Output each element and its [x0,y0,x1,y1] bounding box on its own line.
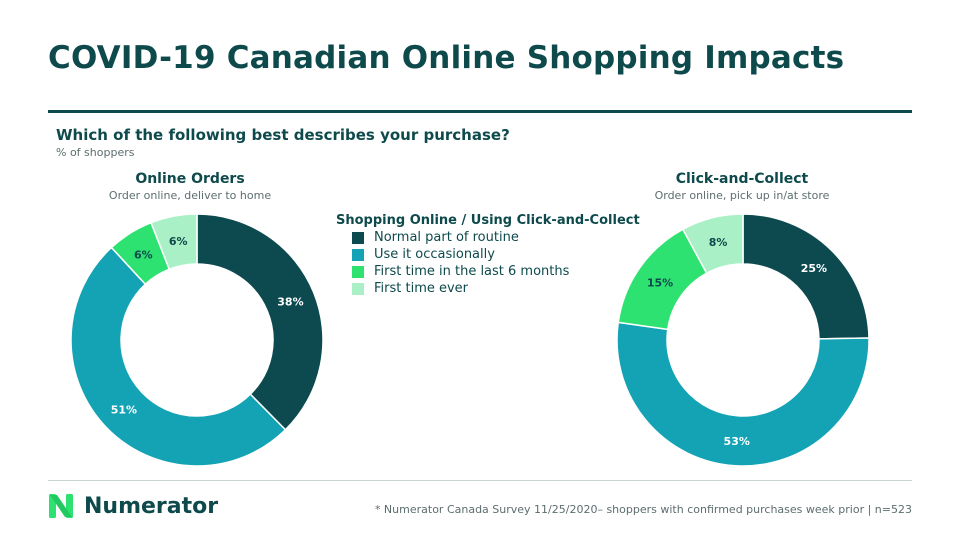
click-collect-slice-routine [742,213,870,340]
numerator-logo-icon [49,494,73,518]
click-collect-slice-first-ever [681,213,744,275]
online-orders-label-occasionally: 51% [111,404,137,417]
online-orders-slice-routine [196,213,324,431]
title-divider [48,110,912,113]
legend-label: Normal part of routine [374,230,519,245]
legend-label: First time ever [374,281,469,296]
legend-item-occasionally: Use it occasionally [336,246,640,263]
online-orders-slice-first-ever [150,213,198,271]
online-orders-header: Online Orders Order online, deliver to h… [60,171,320,202]
survey-unit-note: % of shoppers [56,146,135,159]
survey-question: Which of the following best describes yo… [56,126,510,144]
online-orders-label-first-6-months: 6% [134,248,153,261]
footer-divider [48,480,912,481]
legend-item-routine: Normal part of routine [336,229,640,246]
page-title: COVID-19 Canadian Online Shopping Impact… [48,40,845,76]
click-collect-label-routine: 25% [801,262,827,275]
click-collect-label-first-ever: 8% [709,236,728,249]
legend-swatch [352,282,364,295]
legend-label: Use it occasionally [374,247,495,262]
click-collect-donut: 25% 53% 15% 8% [616,213,870,467]
legend-swatch [352,231,364,244]
click-collect-subtitle: Order online, pick up in/at store [654,189,830,202]
numerator-logo: Numerator [48,493,218,519]
click-collect-label-occasionally: 53% [724,435,750,448]
legend-item-first-ever: First time ever [336,280,640,297]
legend-swatch [352,265,364,278]
click-collect-title: Click-and-Collect [675,171,809,187]
legend-label: First time in the last 6 months [374,264,570,279]
online-orders-label-routine: 38% [277,296,303,309]
brand-name: Numerator [84,493,219,519]
click-collect-label-first-6-months: 15% [647,276,673,289]
legend-title: Shopping Online / Using Click-and-Collec… [336,213,640,228]
online-orders-label-first-ever: 6% [169,235,188,248]
click-collect-slice-occasionally [616,321,870,467]
legend-item-first-6-months: First time in the last 6 months [336,263,640,280]
legend: Shopping Online / Using Click-and-Collec… [336,213,640,297]
online-orders-title: Online Orders [135,171,245,187]
online-orders-donut: 38% 51% 6% 6% [70,213,324,467]
legend-swatch [352,248,364,261]
online-orders-subtitle: Order online, deliver to home [108,189,272,202]
click-collect-header: Click-and-Collect Order online, pick up … [612,171,872,202]
footnote: * Numerator Canada Survey 11/25/2020– sh… [374,503,912,516]
online-orders-slice-occasionally [70,246,287,467]
